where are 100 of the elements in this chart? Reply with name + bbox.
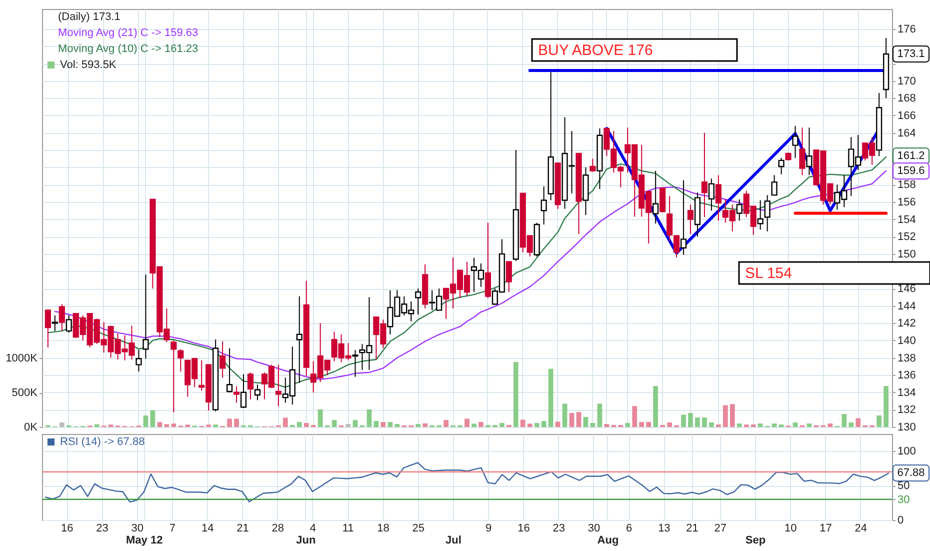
bar bbox=[856, 418, 861, 427]
bar bbox=[513, 362, 518, 427]
annotation: SL 154 bbox=[745, 265, 792, 282]
bar bbox=[227, 418, 232, 427]
candlestick bbox=[178, 348, 184, 372]
x-tick-label: 16 bbox=[60, 522, 74, 534]
candlestick bbox=[254, 384, 261, 401]
y2-tick-label: 500K bbox=[12, 387, 38, 400]
x-tick-label: 6 bbox=[626, 522, 632, 534]
bar bbox=[527, 424, 532, 427]
x-tick-label: 21 bbox=[236, 522, 249, 534]
x-tick-label: Sep bbox=[745, 534, 766, 546]
x-tick-label: 30 bbox=[131, 522, 144, 534]
candlestick bbox=[792, 125, 798, 158]
y-tick-label: 0 bbox=[898, 514, 904, 526]
x-tick-label: 11 bbox=[342, 522, 354, 534]
line-series bbox=[44, 462, 890, 503]
y-tick-label: 152 bbox=[898, 231, 916, 244]
y-tick-label: 144 bbox=[898, 300, 916, 312]
bar bbox=[282, 418, 288, 427]
bar bbox=[569, 413, 574, 427]
y-tick-label: 150 bbox=[898, 248, 916, 260]
bar bbox=[562, 404, 568, 427]
candlestick bbox=[352, 349, 358, 378]
candlestick bbox=[736, 198, 742, 222]
candlestick bbox=[540, 186, 547, 225]
bar bbox=[520, 420, 526, 427]
candlestick bbox=[52, 314, 58, 332]
candlestick bbox=[708, 178, 714, 212]
y-tick-label: 166 bbox=[898, 110, 916, 122]
x-tick-label: 25 bbox=[412, 522, 424, 534]
bar bbox=[548, 368, 554, 427]
candlestick bbox=[233, 386, 240, 404]
bar bbox=[416, 424, 421, 427]
x-tick-label: Aug bbox=[597, 534, 619, 546]
bar bbox=[736, 423, 742, 427]
bar bbox=[876, 415, 882, 427]
candlestick bbox=[778, 157, 784, 175]
candlestick bbox=[771, 174, 778, 196]
y-tick-label: 164 bbox=[898, 127, 916, 140]
candlestick bbox=[170, 340, 177, 413]
bar bbox=[534, 423, 540, 427]
candlestick bbox=[590, 158, 596, 172]
bar bbox=[296, 422, 302, 427]
bar bbox=[332, 420, 337, 427]
bar bbox=[730, 404, 735, 427]
bar bbox=[632, 406, 638, 427]
bar bbox=[806, 423, 812, 427]
bar bbox=[722, 405, 728, 427]
bar bbox=[304, 423, 309, 427]
y-tick-label: 142 bbox=[898, 318, 916, 330]
text: Moving Avg (21) C -> 159.63 bbox=[58, 27, 198, 39]
bar bbox=[758, 423, 763, 427]
candlestick bbox=[715, 174, 722, 222]
y-tick-label: 136 bbox=[898, 370, 916, 382]
candlestick bbox=[484, 222, 491, 299]
text: 67.88 bbox=[897, 467, 925, 479]
y-tick-label: 100 bbox=[898, 446, 916, 458]
bar bbox=[422, 423, 428, 427]
x-tick-label: 23 bbox=[552, 522, 565, 534]
bar bbox=[380, 422, 386, 427]
candlestick bbox=[66, 314, 72, 334]
x-tick-label: 4 bbox=[310, 522, 316, 534]
candlestick bbox=[220, 340, 226, 378]
x-tick-label: 14 bbox=[201, 522, 214, 534]
x-tick-label: 18 bbox=[377, 522, 390, 534]
y-tick-label: 154 bbox=[898, 214, 916, 226]
text: 159.6 bbox=[897, 165, 925, 177]
x-tick-label: 21 bbox=[686, 522, 698, 534]
candlestick bbox=[799, 127, 806, 176]
x-tick-label: 7 bbox=[169, 522, 176, 534]
candlestick bbox=[506, 261, 512, 292]
bar bbox=[792, 422, 798, 427]
y-tick-label: 132 bbox=[898, 404, 916, 416]
candlestick bbox=[757, 200, 764, 230]
bar bbox=[157, 422, 162, 427]
y2-tick-label: 0K bbox=[24, 422, 38, 434]
bar bbox=[639, 422, 644, 427]
candlestick bbox=[687, 204, 694, 235]
bar bbox=[576, 412, 582, 427]
candlestick bbox=[226, 348, 233, 393]
candlestick bbox=[415, 288, 422, 315]
bar bbox=[590, 423, 596, 427]
y-tick-label: 156 bbox=[898, 196, 916, 208]
candlestick bbox=[680, 180, 687, 256]
bar bbox=[583, 417, 588, 427]
x-tick-label: 17 bbox=[820, 522, 832, 534]
bar bbox=[366, 409, 372, 427]
candlestick bbox=[58, 304, 65, 332]
bar bbox=[171, 424, 176, 427]
candlestick bbox=[275, 364, 282, 407]
bar bbox=[143, 415, 148, 427]
x-tick-label: May 12 bbox=[126, 534, 163, 546]
candlestick bbox=[44, 308, 51, 348]
bar bbox=[604, 424, 610, 427]
bar bbox=[352, 420, 358, 427]
bar bbox=[150, 410, 156, 427]
y-tick-label: 158 bbox=[898, 179, 916, 192]
bar bbox=[667, 422, 672, 427]
bar bbox=[709, 422, 714, 427]
